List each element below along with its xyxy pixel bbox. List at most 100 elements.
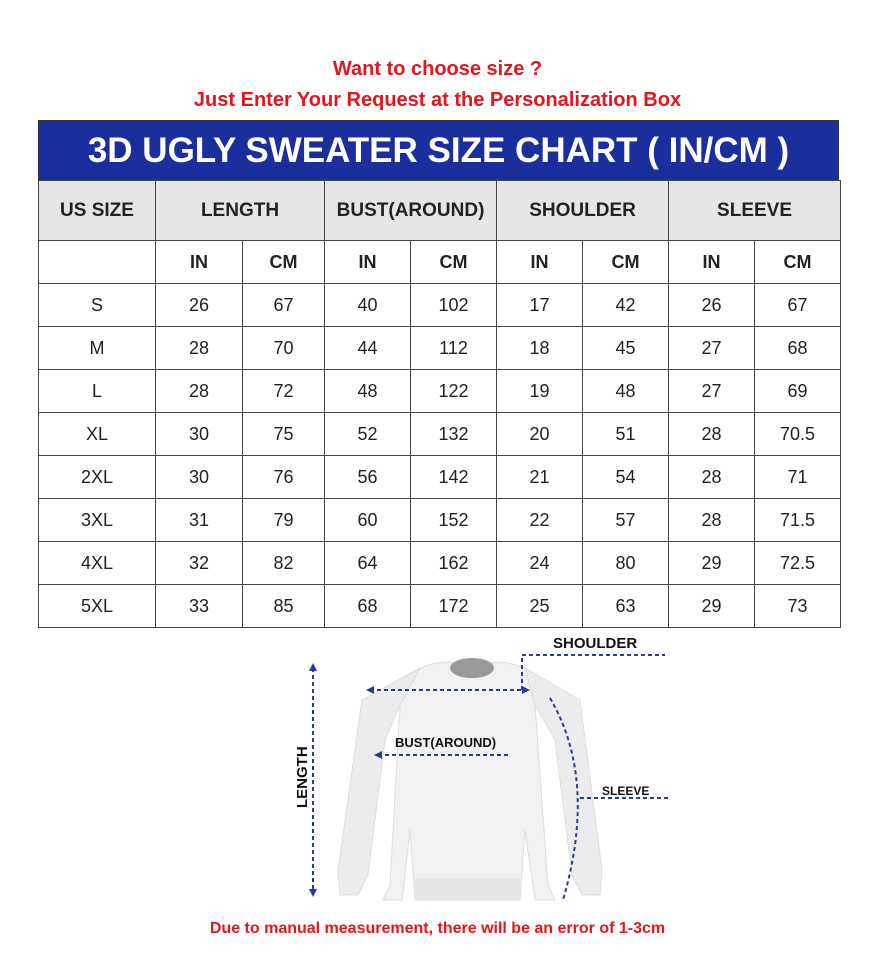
measurement-cell: 132: [410, 412, 498, 456]
header-us-size: US SIZE: [38, 180, 156, 241]
header-sleeve: SLEEVE: [668, 180, 842, 241]
arrow-heads: [309, 663, 530, 897]
unit-header-in: IN: [155, 240, 243, 284]
measurement-cell: 44: [324, 326, 412, 370]
measurement-cell: 68: [754, 326, 842, 370]
measurement-cell: 30: [155, 412, 243, 456]
sweater-image: [337, 658, 603, 901]
measurement-cell: 70: [241, 326, 326, 370]
table-row: 2XL 30 76 56 142 21 54 28 71: [38, 455, 842, 499]
shoulder-leader: [521, 654, 665, 690]
measurement-cell: 28: [155, 326, 243, 370]
measurement-cell: 26: [155, 283, 243, 327]
measurement-cell: 54: [582, 455, 670, 499]
size-cell: 4XL: [38, 541, 156, 585]
measurement-cell: 102: [410, 283, 498, 327]
measurement-cell: 71: [754, 455, 842, 499]
table-row: 5XL 33 85 68 172 25 63 29 73: [38, 584, 842, 628]
measurement-cell: 28: [668, 412, 756, 456]
header-length: LENGTH: [154, 180, 326, 241]
measurement-cell: 42: [582, 283, 670, 327]
size-cell: L: [38, 369, 156, 413]
unit-header-cm: CM: [754, 240, 842, 284]
measurement-cell: 80: [582, 541, 670, 585]
measurement-cell: 85: [241, 584, 326, 628]
measurement-cell: 63: [582, 584, 670, 628]
measurement-cell: 69: [754, 369, 842, 413]
unit-header-row: IN CM IN CM IN CM IN CM: [38, 240, 842, 284]
measurement-cell: 72.5: [754, 541, 842, 585]
table-row: M 28 70 44 112 18 45 27 68: [38, 326, 842, 370]
measurement-cell: 79: [241, 498, 326, 542]
measurement-cell: 57: [582, 498, 670, 542]
size-cell: XL: [38, 412, 156, 456]
measurement-cell: 30: [155, 455, 243, 499]
measurement-cell: 64: [324, 541, 412, 585]
measurement-cell: 22: [496, 498, 584, 542]
measurement-cell: 32: [155, 541, 243, 585]
unit-header-cm: CM: [582, 240, 670, 284]
unit-header-cm: CM: [410, 240, 498, 284]
measurement-cell: 24: [496, 541, 584, 585]
measurement-disclaimer: Due to manual measurement, there will be…: [209, 920, 666, 937]
measurement-cell: 27: [668, 369, 756, 413]
empty-cell: [38, 240, 156, 284]
measurement-cell: 40: [324, 283, 412, 327]
header-bust: BUST(AROUND): [324, 180, 498, 241]
measurement-cell: 142: [410, 455, 498, 499]
measurement-cell: 67: [754, 283, 842, 327]
measurement-cell: 71.5: [754, 498, 842, 542]
unit-header-in: IN: [496, 240, 584, 284]
size-table: US SIZE LENGTH BUST(AROUND) SHOULDER SLE…: [38, 180, 842, 628]
measurement-cell: 19: [496, 369, 584, 413]
measurement-cell: 48: [582, 369, 670, 413]
measurement-cell: 60: [324, 498, 412, 542]
measurement-cell: 29: [668, 541, 756, 585]
measurement-cell: 28: [668, 455, 756, 499]
bust-label: BUST(AROUND): [395, 735, 496, 750]
measurement-cell: 51: [582, 412, 670, 456]
measurement-cell: 20: [496, 412, 584, 456]
measurement-cell: 122: [410, 369, 498, 413]
measurement-cell: 152: [410, 498, 498, 542]
measurement-cell: 18: [496, 326, 584, 370]
choose-size-heading: Want to choose size ?: [332, 58, 543, 80]
measurement-cell: 25: [496, 584, 584, 628]
sweater-measurement-diagram: SHOULDER BUST(AROUND) SLEEVE LENGTH: [294, 635, 670, 901]
measurement-cell: 68: [324, 584, 412, 628]
table-row: S 26 67 40 102 17 42 26 67: [38, 283, 842, 327]
measurement-cell: 52: [324, 412, 412, 456]
size-cell: S: [38, 283, 156, 327]
unit-header-in: IN: [324, 240, 412, 284]
group-header-row: US SIZE LENGTH BUST(AROUND) SHOULDER SLE…: [38, 180, 842, 241]
header-shoulder: SHOULDER: [496, 180, 670, 241]
measurement-cell: 162: [410, 541, 498, 585]
table-row: 3XL 31 79 60 152 22 57 28 71.5: [38, 498, 842, 542]
size-cell: 2XL: [38, 455, 156, 499]
table-row: L 28 72 48 122 19 48 27 69: [38, 369, 842, 413]
chart-title: 3D UGLY SWEATER SIZE CHART ( IN/CM ): [38, 120, 839, 180]
unit-header-in: IN: [668, 240, 756, 284]
measurement-cell: 17: [496, 283, 584, 327]
measurement-cell: 67: [241, 283, 326, 327]
measure-lines: [312, 654, 670, 901]
measurement-cell: 21: [496, 455, 584, 499]
unit-header-cm: CM: [241, 240, 326, 284]
shoulder-label: SHOULDER: [553, 635, 637, 652]
measurement-cell: 31: [155, 498, 243, 542]
measurement-cell: 48: [324, 369, 412, 413]
size-cell: 5XL: [38, 584, 156, 628]
measurement-cell: 112: [410, 326, 498, 370]
measurement-cell: 56: [324, 455, 412, 499]
sleeve-label: SLEEVE: [602, 784, 649, 798]
sleeve-line: [549, 697, 579, 901]
measurement-cell: 72: [241, 369, 326, 413]
measurement-cell: 33: [155, 584, 243, 628]
measurement-cell: 75: [241, 412, 326, 456]
measurement-cell: 29: [668, 584, 756, 628]
measurement-cell: 28: [155, 369, 243, 413]
length-label: LENGTH: [294, 746, 311, 808]
measurement-cell: 73: [754, 584, 842, 628]
measurement-cell: 28: [668, 498, 756, 542]
